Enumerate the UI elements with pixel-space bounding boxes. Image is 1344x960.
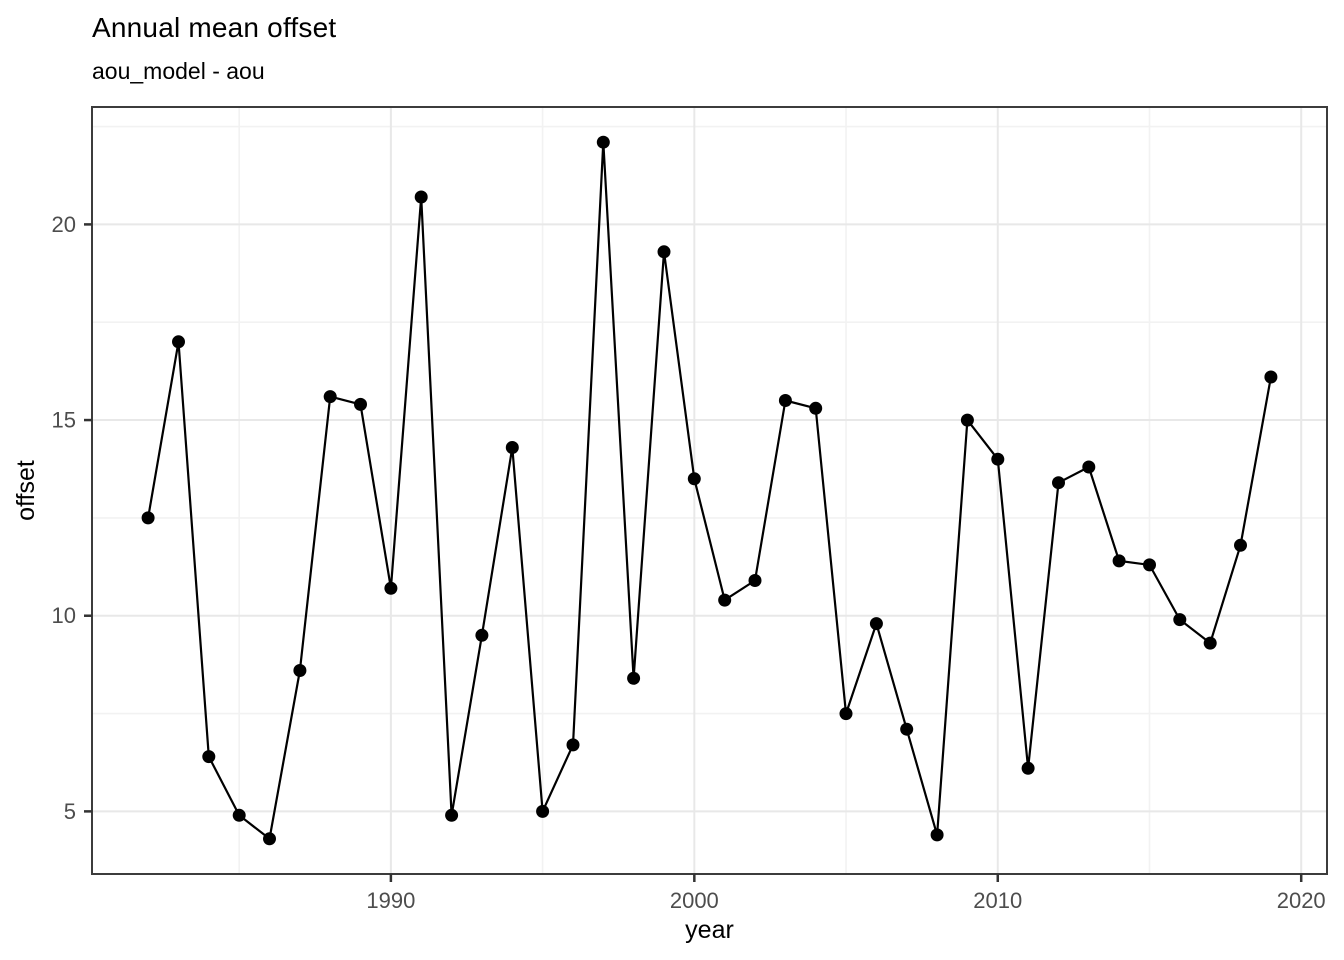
- data-point: [293, 664, 307, 677]
- data-point: [1203, 636, 1217, 650]
- data-point: [687, 472, 701, 486]
- y-tick-label: 20: [52, 212, 76, 237]
- data-point: [202, 750, 216, 764]
- y-tick-label: 10: [52, 603, 76, 628]
- data-point: [991, 452, 1005, 466]
- panel-border: [91, 106, 1328, 875]
- x-tick-label: 1990: [366, 888, 415, 913]
- x-tick-label: 2020: [1277, 888, 1326, 913]
- data-point: [1234, 538, 1247, 552]
- data-point: [566, 738, 580, 752]
- data-point: [384, 581, 398, 595]
- data-point: [414, 190, 428, 204]
- x-tick-label: 2000: [670, 888, 719, 913]
- data-point: [900, 722, 914, 736]
- data-point: [263, 832, 276, 846]
- data-point: [475, 628, 489, 642]
- x-axis-title: year: [685, 916, 734, 944]
- data-point: [505, 441, 519, 454]
- data-point: [141, 511, 155, 525]
- data-point: [1052, 476, 1065, 490]
- data-point: [960, 413, 974, 427]
- data-point: [778, 394, 792, 407]
- data-point: [748, 574, 762, 587]
- x-tick-label: 2010: [973, 888, 1022, 913]
- data-point: [930, 828, 944, 842]
- y-tick-label: 5: [64, 799, 76, 824]
- data-point: [596, 135, 610, 149]
- data-point: [839, 707, 853, 721]
- chart-subtitle: aou_model - aou: [92, 58, 265, 84]
- panel-background: [92, 107, 1327, 874]
- data-point: [172, 335, 185, 349]
- data-point: [1112, 554, 1126, 568]
- data-point: [1082, 460, 1096, 474]
- data-point: [232, 808, 246, 822]
- data-point: [536, 804, 550, 818]
- data-point: [627, 671, 641, 685]
- data-point: [1264, 370, 1278, 384]
- data-point: [323, 390, 337, 404]
- data-point: [657, 245, 671, 259]
- data-point: [1143, 558, 1156, 572]
- data-point: [718, 593, 732, 607]
- chart-title: Annual mean offset: [92, 12, 337, 43]
- data-point: [1173, 613, 1187, 627]
- y-tick-label: 15: [52, 408, 76, 433]
- data-point: [445, 808, 459, 822]
- data-point: [869, 617, 883, 631]
- data-point: [1021, 761, 1035, 775]
- data-point: [809, 401, 823, 415]
- data-point: [354, 397, 367, 411]
- y-axis-title: offset: [12, 460, 40, 521]
